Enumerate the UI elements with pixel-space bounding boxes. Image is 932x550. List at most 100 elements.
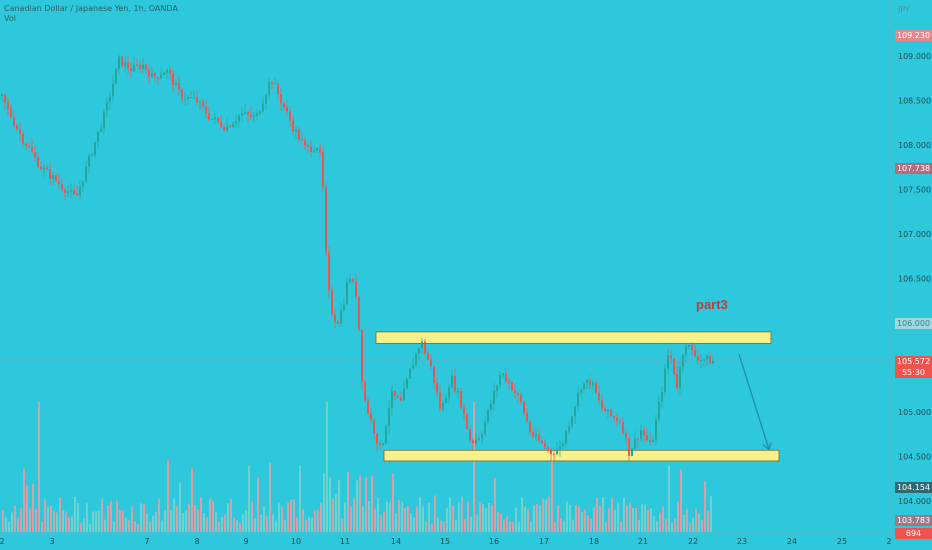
candle-body xyxy=(292,120,294,132)
candle-body xyxy=(61,183,63,190)
volume-bar xyxy=(473,402,475,532)
volume-bar xyxy=(287,502,289,532)
candle-body xyxy=(127,62,129,69)
volume-bar xyxy=(26,484,28,532)
candle-body xyxy=(628,437,630,456)
candle-body xyxy=(346,282,348,305)
volume-bar xyxy=(35,508,37,532)
candle-body xyxy=(697,356,699,361)
x-tick-label: 7 xyxy=(144,537,149,546)
candle-body xyxy=(28,146,30,148)
candle-body xyxy=(19,129,21,134)
candle-body xyxy=(682,355,684,368)
volume-bar xyxy=(698,513,700,532)
volume-bar xyxy=(65,511,67,532)
volume-bar xyxy=(665,519,667,532)
volume-bar xyxy=(56,512,58,532)
candle-body xyxy=(214,117,216,120)
volume-bar xyxy=(485,508,487,532)
candle-body xyxy=(316,148,318,151)
candle-body xyxy=(64,189,66,193)
volume-bar xyxy=(158,498,160,532)
candle-body xyxy=(232,123,234,128)
candle-body xyxy=(295,129,297,132)
candle-body xyxy=(658,401,660,420)
candle-body xyxy=(172,73,174,86)
volume-bar xyxy=(494,477,496,532)
candle-body xyxy=(505,373,507,382)
volume-bar xyxy=(464,519,466,532)
candle-body xyxy=(220,121,222,128)
candle-body xyxy=(358,296,360,330)
volume-bar xyxy=(293,499,295,532)
candle-body xyxy=(328,252,330,291)
candle-body xyxy=(91,154,93,156)
volume-bar xyxy=(77,503,79,532)
candle-body xyxy=(493,390,495,404)
volume-bar xyxy=(251,501,253,532)
volume-bar xyxy=(368,501,370,532)
candle-body xyxy=(178,82,180,90)
y-tick-label: 104.500 xyxy=(898,453,931,462)
candle-body xyxy=(25,143,27,147)
volume-bar xyxy=(62,510,64,532)
candle-body xyxy=(604,408,606,412)
candle-body xyxy=(301,139,303,141)
volume-bar xyxy=(215,512,217,532)
price-tag: 105.572 55:30 xyxy=(895,355,932,378)
candle-body xyxy=(454,375,456,392)
volume-bar xyxy=(620,521,622,532)
candle-body xyxy=(229,126,231,128)
candle-body xyxy=(256,113,258,116)
candle-body xyxy=(397,396,399,398)
volume-bar xyxy=(296,517,298,532)
volume-bar xyxy=(317,510,319,532)
candle-body xyxy=(325,187,327,253)
volume-bar xyxy=(146,513,148,532)
candle-body xyxy=(352,278,354,282)
candle-body xyxy=(355,281,357,297)
candle-body xyxy=(529,421,531,433)
candle-body xyxy=(445,397,447,404)
candle-body xyxy=(463,407,465,414)
candle-body xyxy=(208,113,210,120)
candle-body xyxy=(112,83,114,97)
volume-bar xyxy=(320,503,322,532)
volume-bar xyxy=(611,498,613,532)
volume-bar xyxy=(332,498,334,532)
candle-body xyxy=(376,433,378,444)
volume-bar xyxy=(557,505,559,532)
price-tag: 894 xyxy=(895,528,932,540)
candle-body xyxy=(424,341,426,354)
volume-bar xyxy=(179,482,181,532)
volume-bar xyxy=(704,480,706,532)
volume-bar xyxy=(545,499,547,532)
volume-bar xyxy=(122,510,124,532)
candle-body xyxy=(568,426,570,432)
candle-body xyxy=(274,83,276,85)
volume-bar xyxy=(506,516,508,532)
volume-bar xyxy=(161,520,163,532)
volume-bar xyxy=(440,520,442,532)
volume-bar xyxy=(257,477,259,532)
volume-bar xyxy=(455,520,457,532)
candle-body xyxy=(67,191,69,193)
volume-bar xyxy=(572,519,574,532)
candle-body xyxy=(124,62,126,67)
x-tick-label: 11 xyxy=(340,537,350,546)
volume-bar xyxy=(347,471,349,532)
candle-body xyxy=(1,94,3,97)
candle-body xyxy=(511,382,513,391)
volume-bar xyxy=(38,402,40,532)
candle-body xyxy=(583,383,585,390)
volume-bar xyxy=(359,475,361,532)
candle-body xyxy=(244,112,246,114)
candle-body xyxy=(121,56,123,67)
candle-body xyxy=(607,409,609,412)
candle-body xyxy=(484,421,486,435)
candle-body xyxy=(565,431,567,444)
candle-body xyxy=(574,406,576,417)
x-tick-label: 23 xyxy=(737,537,747,546)
volume-bar xyxy=(605,522,607,532)
